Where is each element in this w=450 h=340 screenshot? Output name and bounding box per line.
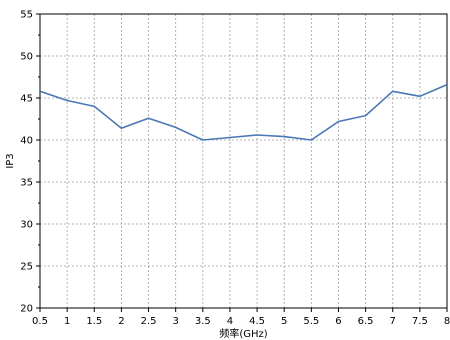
- x-tick-label: 1.5: [86, 316, 102, 327]
- x-tick-label: 0.5: [32, 316, 48, 327]
- x-tick-label: 2: [118, 316, 124, 327]
- x-tick-label: 4: [227, 316, 233, 327]
- y-tick-label: 20: [20, 304, 33, 315]
- x-tick-label: 4.5: [249, 316, 265, 327]
- series-line: [39, 83, 448, 141]
- x-tick-label: 7.5: [412, 316, 428, 327]
- y-tick-label: 50: [20, 52, 33, 63]
- tick-labels: 0.5 1 1.5 2 2.5 3 3.5 4 4.5 5 5.5 6 6.5 7 7.5 8 20 25 30 35…: [20, 10, 450, 328]
- y-tick-label: 25: [20, 262, 33, 273]
- y-tick-label: 45: [20, 94, 33, 105]
- x-tick-label: 1: [64, 316, 70, 327]
- x-tick-label: 2.5: [141, 316, 157, 327]
- plot-background: [40, 14, 447, 308]
- y-tick-label: 30: [20, 220, 33, 231]
- grid: [40, 14, 447, 308]
- x-tick-label: 5: [281, 316, 287, 327]
- x-tick-label: 5.5: [303, 316, 319, 327]
- y-axis-title: IP3: [5, 153, 16, 168]
- x-tick-label: 7: [390, 316, 396, 327]
- series-layer: [39, 83, 448, 141]
- x-tick-label: 6.5: [358, 316, 374, 327]
- ticks: [36, 13, 448, 312]
- x-tick-label: 8: [444, 316, 450, 327]
- x-tick-label: 3: [172, 316, 178, 327]
- x-tick-label: 6: [335, 316, 341, 327]
- x-axis-title: 频率(GHz): [219, 327, 267, 340]
- y-tick-label: 40: [20, 136, 33, 147]
- y-tick-label: 35: [20, 178, 33, 189]
- x-tick-label: 3.5: [195, 316, 211, 327]
- y-tick-label: 55: [20, 10, 33, 21]
